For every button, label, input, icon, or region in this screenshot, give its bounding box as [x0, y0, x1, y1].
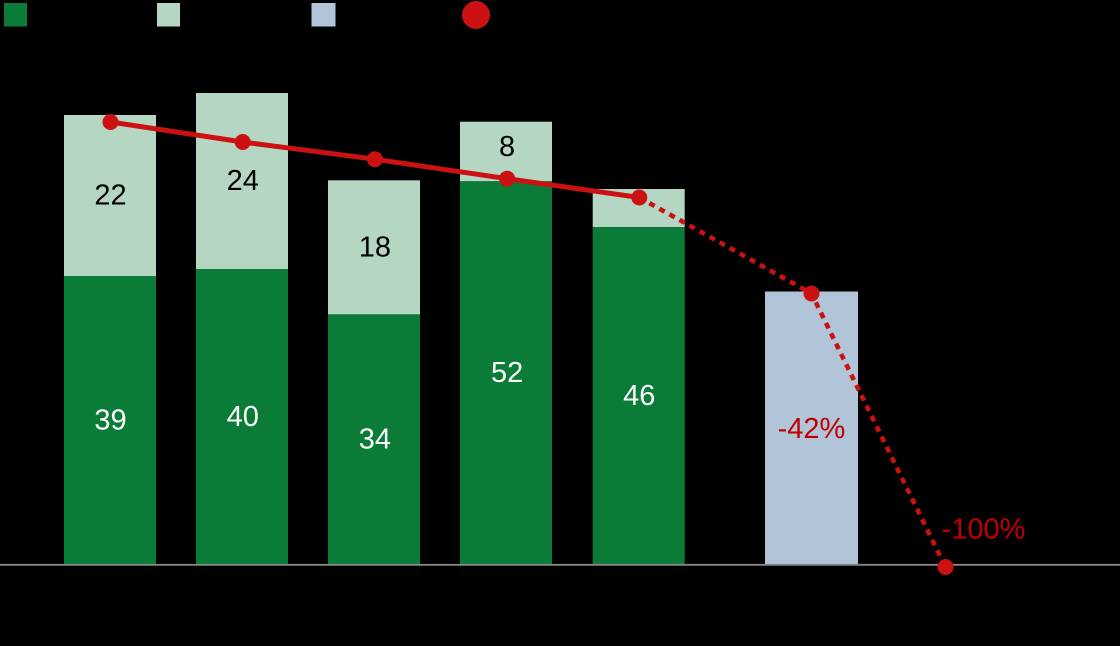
svg-text:46: 46 [623, 380, 655, 412]
svg-text:52: 52 [491, 357, 523, 389]
svg-text:40: 40 [227, 401, 259, 433]
svg-text:34: 34 [359, 424, 391, 456]
svg-text:18: 18 [359, 231, 391, 263]
svg-text:22: 22 [94, 180, 126, 212]
svg-text:-100%: -100% [942, 514, 1026, 546]
svg-text:39: 39 [94, 405, 126, 437]
svg-text:8: 8 [499, 131, 515, 163]
svg-text:-42%: -42% [778, 413, 846, 445]
svg-text:24: 24 [227, 165, 259, 197]
